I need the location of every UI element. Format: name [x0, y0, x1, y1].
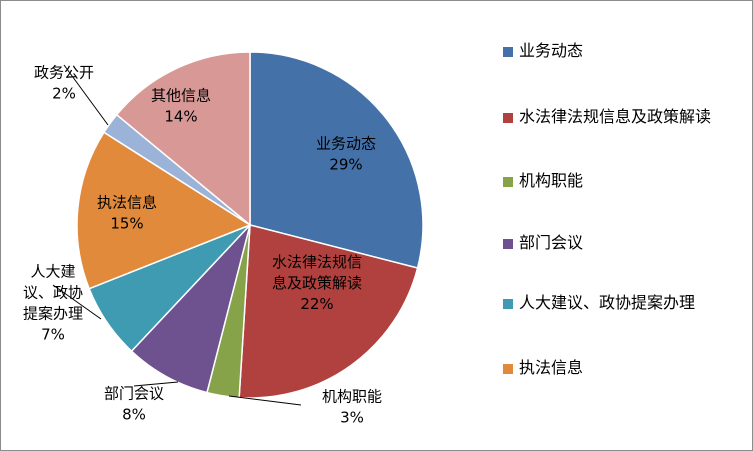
legend-swatch — [503, 47, 513, 57]
legend-item: 水法律法规信息及政策解读 — [503, 105, 743, 129]
slice-label: 水法律法规信息及政策解读 22% — [272, 253, 362, 313]
slice-label: 部门会议 8% — [104, 385, 164, 424]
legend-swatch — [503, 299, 513, 309]
legend-swatch — [503, 113, 513, 123]
slice-label: 人大建议、政协提案办理 7% — [23, 263, 83, 344]
legend-label: 机构职能 — [519, 171, 584, 190]
slice-label: 执法信息 15% — [97, 194, 157, 233]
legend-label: 水法律法规信息及政策解读 — [519, 107, 712, 126]
leader-line — [133, 381, 179, 387]
pie-slice — [249, 51, 424, 269]
pie-slice — [76, 131, 252, 290]
legend-item: 业务动态 — [503, 39, 743, 63]
pie-chart: 业务动态 29% 水法律法规信息及政策解读 22% 机构职能 3% 部门会议 8% 人大建议、政… — [23, 51, 424, 427]
legend-swatch — [503, 239, 513, 249]
legend-swatch — [503, 364, 513, 374]
legend-swatch — [503, 177, 513, 187]
leader-line — [228, 395, 302, 406]
pie-slice — [115, 51, 251, 227]
leader-line — [52, 284, 102, 320]
slice-label: 其他信息 14% — [151, 87, 211, 126]
legend-label: 执法信息 — [519, 358, 584, 377]
pie-slice — [238, 224, 419, 399]
legend-label: 人大建议、政协提案办理 — [519, 293, 696, 312]
slice-label: 政务公开 2% — [34, 64, 94, 103]
chart-legend: 业务动态 水法律法规信息及政策解读 机构职能 部门会议 人大建议、政协提案办理 … — [503, 1, 748, 450]
legend-label: 业务动态 — [519, 41, 584, 60]
legend-item: 机构职能 — [503, 169, 743, 193]
slice-label: 业务动态 29% — [316, 135, 376, 174]
legend-item: 人大建议、政协提案办理 — [503, 291, 743, 315]
legend-label: 部门会议 — [519, 233, 584, 252]
slice-label: 机构职能 3% — [322, 388, 382, 427]
legend-item: 部门会议 — [503, 231, 743, 255]
legend-item: 执法信息 — [503, 356, 743, 380]
leader-line — [63, 64, 109, 126]
